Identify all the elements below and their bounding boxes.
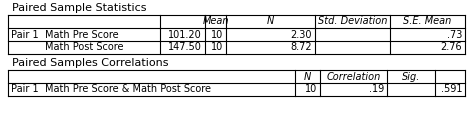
Text: .19: .19 [369,85,384,95]
Text: 8.72: 8.72 [290,43,312,53]
Text: N: N [267,17,274,27]
Text: 10: 10 [305,85,317,95]
Text: 2.30: 2.30 [290,29,312,39]
Text: N: N [304,71,311,81]
Text: 10: 10 [211,29,223,39]
Text: Std. Deviation: Std. Deviation [318,17,387,27]
Text: 101.20: 101.20 [168,29,202,39]
Text: 147.50: 147.50 [168,43,202,53]
Text: .591: .591 [440,85,462,95]
Text: Pair 1: Pair 1 [11,29,39,39]
Text: Math Post Score: Math Post Score [45,43,123,53]
Text: S.E. Mean: S.E. Mean [403,17,452,27]
Text: Paired Samples Correlations: Paired Samples Correlations [12,58,168,68]
Text: Sig.: Sig. [402,71,420,81]
Text: 10: 10 [211,43,223,53]
Text: Pair 1: Pair 1 [11,85,39,95]
Text: Math Pre Score & Math Post Score: Math Pre Score & Math Post Score [45,85,211,95]
Text: Correlation: Correlation [326,71,381,81]
Text: Mean: Mean [202,17,229,27]
Text: Paired Sample Statistics: Paired Sample Statistics [12,3,147,13]
Text: Math Pre Score: Math Pre Score [45,29,119,39]
Text: .73: .73 [447,29,462,39]
Text: 2.76: 2.76 [440,43,462,53]
